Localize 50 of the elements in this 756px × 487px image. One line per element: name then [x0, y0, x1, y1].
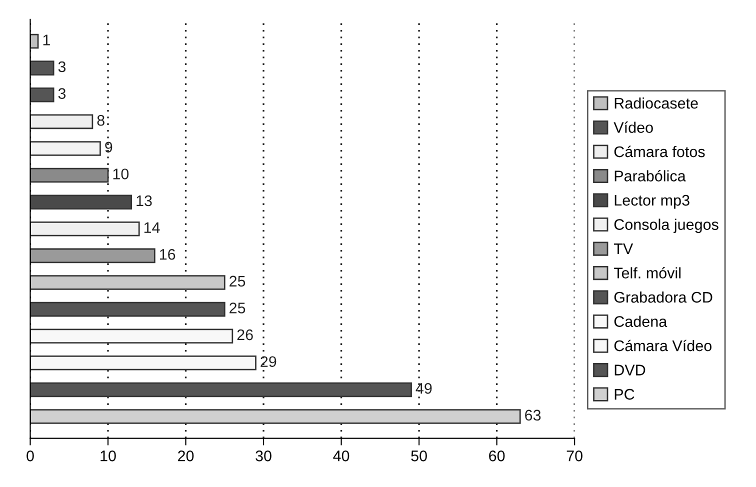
- bar: [30, 114, 94, 130]
- legend-label: TV: [614, 244, 634, 254]
- data-label: 14: [144, 222, 160, 233]
- data-label: 26: [237, 329, 253, 340]
- x-tick-label: 70: [566, 450, 582, 462]
- data-label: 13: [136, 195, 152, 206]
- legend-label: Consola juegos: [614, 218, 718, 233]
- legend-label: Parabólica: [614, 170, 686, 182]
- bar: [30, 141, 101, 156]
- x-tick-label: 40: [333, 450, 350, 462]
- data-label: 3: [58, 61, 66, 72]
- x-tick-label: 30: [256, 450, 272, 462]
- legend-label: Grabadora CD: [614, 291, 712, 303]
- bar: [30, 328, 234, 344]
- bar: [30, 382, 412, 398]
- legend-label: DVD: [614, 364, 646, 376]
- bar: [30, 60, 54, 76]
- data-label: 63: [525, 410, 541, 421]
- bar: [30, 356, 256, 370]
- x-tick-label: 0: [26, 450, 34, 462]
- bar: [30, 194, 132, 210]
- bar: [30, 87, 54, 102]
- data-label: 49: [416, 383, 432, 394]
- bar: [30, 221, 140, 236]
- legend-label: PC: [614, 388, 634, 400]
- bar: [30, 248, 156, 264]
- data-label: 25: [230, 302, 246, 314]
- x-tick-label: 10: [100, 450, 116, 462]
- x-tick-label: 50: [411, 450, 427, 462]
- bar: [30, 302, 226, 317]
- legend-label: Vídeo: [614, 122, 653, 133]
- data-label: 9: [105, 142, 112, 153]
- data-label: 1: [43, 34, 50, 46]
- legend-label: Cadena: [614, 316, 668, 327]
- data-label: 10: [113, 168, 129, 180]
- data-label: 25: [230, 276, 246, 287]
- bar: [30, 168, 109, 183]
- data-label: 29: [260, 356, 276, 368]
- legend-label: Telf. móvil: [614, 267, 680, 278]
- legend-label: Radiocasete: [614, 97, 698, 109]
- x-tick-label: 20: [178, 450, 194, 462]
- data-label: 16: [160, 248, 176, 260]
- bar: [30, 409, 521, 424]
- data-label: 8: [97, 114, 104, 126]
- legend-label: Cámara Vídeo: [614, 340, 712, 352]
- legend-label: Lector mp3: [614, 194, 690, 209]
- x-tick-label: 60: [489, 450, 505, 462]
- legend-label: Cámara fotos: [614, 146, 705, 158]
- data-label: 3: [58, 88, 66, 99]
- bar: [30, 275, 226, 290]
